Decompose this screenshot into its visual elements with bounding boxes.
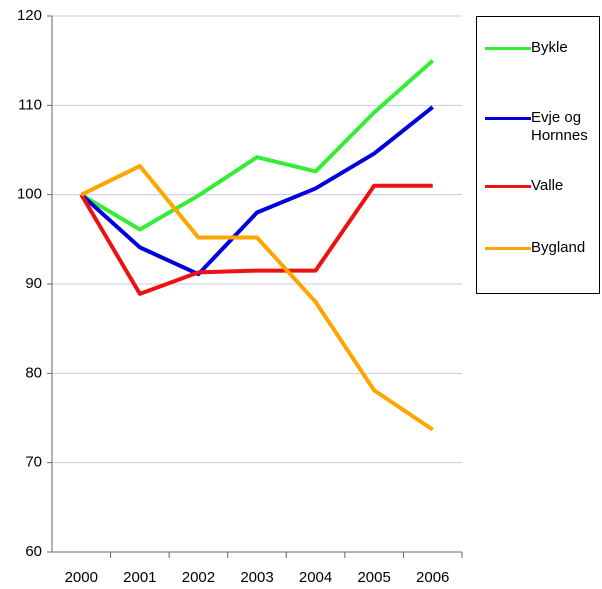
legend-swatch [485, 117, 531, 120]
y-tick-label: 70 [25, 454, 42, 471]
x-tick-label: 2004 [299, 569, 332, 586]
legend-item: Evje og Hornnes [485, 109, 601, 145]
legend: Bykle Evje og Hornnes Valle Bygland [476, 16, 600, 294]
series-line [80, 164, 434, 432]
legend-label: Bygland [531, 239, 586, 256]
x-tick-label: 2001 [123, 569, 156, 586]
x-tick-label: 2000 [65, 569, 98, 586]
y-tick-label: 60 [25, 543, 42, 560]
legend-label: Bykle [531, 39, 568, 56]
legend-label: Evje og Hornnes [531, 109, 588, 144]
legend-swatch [485, 47, 531, 50]
legend-swatch [485, 185, 531, 188]
legend-swatch [485, 247, 531, 250]
series-line [79, 105, 434, 277]
y-tick-label: 90 [25, 275, 42, 292]
series-line [80, 59, 435, 232]
legend-item: Bygland [485, 239, 601, 257]
y-tick-label: 120 [17, 7, 42, 24]
legend-item: Valle [485, 177, 601, 195]
x-tick-label: 2006 [416, 569, 449, 586]
legend-item: Bykle [485, 39, 601, 57]
x-tick-label: 2002 [182, 569, 215, 586]
y-tick-label: 100 [17, 186, 42, 203]
legend-label: Valle [531, 177, 564, 194]
x-tick-label: 2003 [240, 569, 273, 586]
series-line [79, 183, 433, 296]
x-tick-label: 2005 [357, 569, 390, 586]
y-tick-label: 80 [25, 364, 42, 381]
y-tick-label: 110 [18, 96, 42, 113]
